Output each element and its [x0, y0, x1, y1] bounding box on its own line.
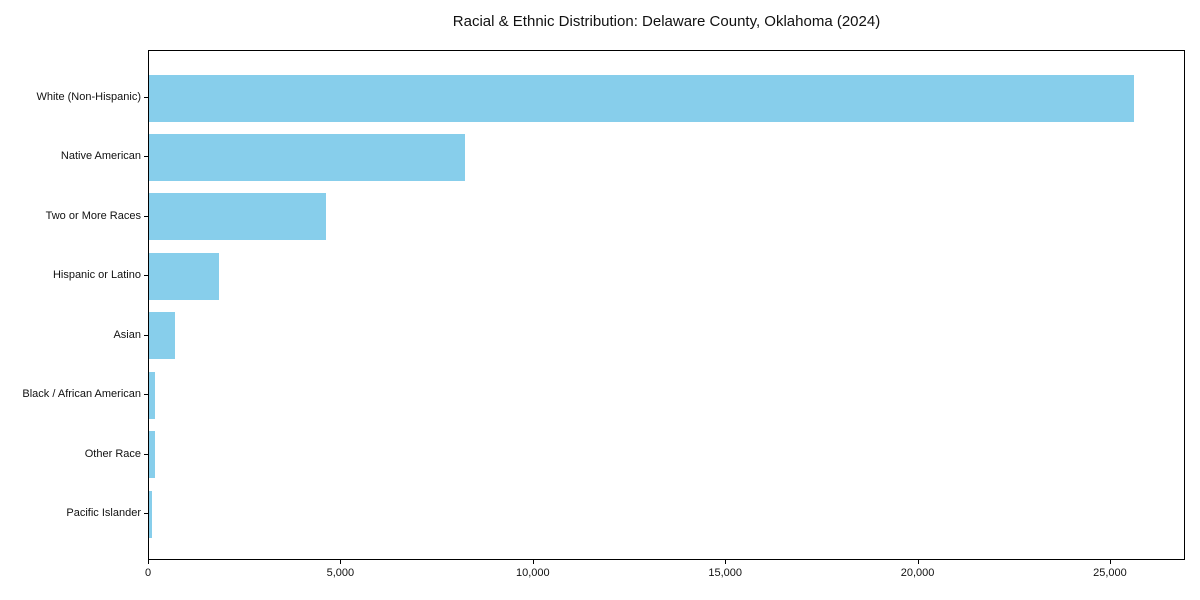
bar-two-or-more-races	[149, 193, 326, 241]
plot-area	[148, 50, 1185, 560]
y-tick-label-other-race: Other Race	[84, 447, 141, 460]
bar-hispanic-or-latino	[149, 252, 219, 300]
y-tick-label-native-american: Native American	[60, 150, 141, 163]
x-tick-label: 25,000	[1093, 567, 1127, 579]
y-tick-mark	[144, 513, 148, 514]
bar-white-non-hispanic	[149, 74, 1135, 122]
y-tick-mark	[144, 394, 148, 396]
bar-pacific-islander	[149, 490, 152, 538]
x-tick-mark	[917, 560, 919, 564]
y-tick-mark	[144, 275, 148, 277]
y-tick-mark	[144, 97, 148, 98]
x-tick-mark	[1109, 560, 1111, 564]
x-tick-mark	[532, 560, 534, 564]
bar-native-american	[149, 133, 466, 181]
x-tick-label: 5,000	[326, 567, 355, 579]
x-tick-label: 0	[144, 567, 152, 579]
x-tick-mark	[148, 560, 149, 564]
x-tick-mark	[725, 560, 727, 564]
bar-other-race	[149, 431, 155, 479]
bar-asian	[149, 312, 175, 360]
y-tick-label-hispanic-or-latino: Hispanic or Latino	[52, 269, 141, 282]
y-tick-label-two-or-more-races: Two or More Races	[45, 209, 141, 222]
x-tick-label: 20,000	[900, 567, 935, 579]
x-tick-mark	[340, 560, 342, 564]
y-tick-label-white-non-hispanic: White (Non-Hispanic)	[36, 91, 141, 103]
bar-black-african-american	[149, 371, 156, 419]
x-tick-label: 15,000	[708, 567, 742, 579]
y-tick-label-black-african-american: Black / African American	[22, 388, 141, 401]
y-tick-mark	[144, 215, 148, 217]
y-tick-label-pacific-islander: Pacific Islander	[66, 507, 141, 519]
chart-title: Racial & Ethnic Distribution: Delaware C…	[452, 13, 881, 30]
y-tick-label-asian: Asian	[113, 328, 141, 341]
y-tick-mark	[144, 334, 148, 336]
y-tick-mark	[144, 453, 148, 455]
x-tick-label: 10,000	[515, 567, 550, 579]
y-tick-mark	[144, 156, 148, 158]
